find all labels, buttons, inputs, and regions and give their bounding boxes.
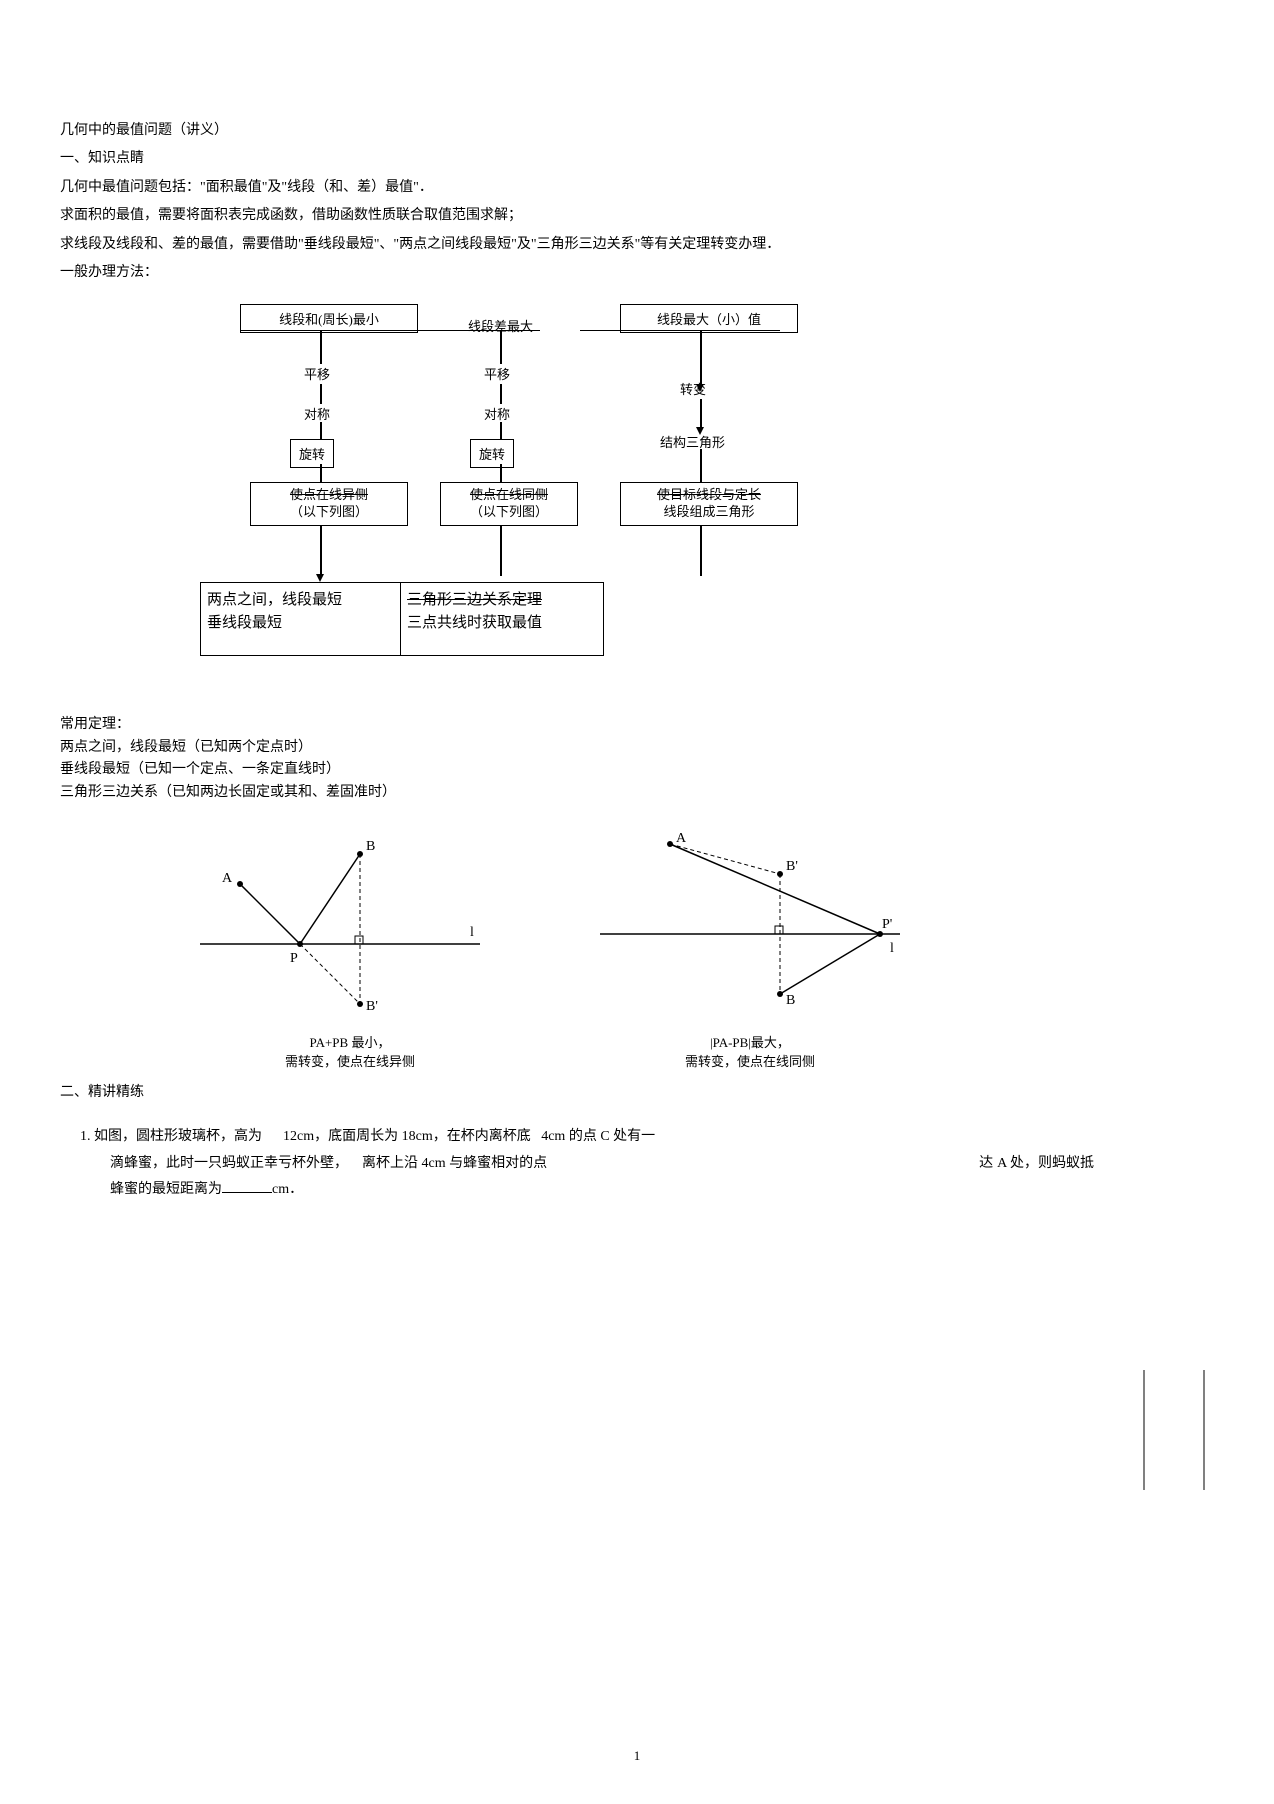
theorem-block: 常用定理： 两点之间，线段最短（已知两个定点时） 垂线段最短（已知一个定点、一条…: [60, 714, 1214, 804]
page-number: 1: [634, 1748, 641, 1764]
answer-blank: [222, 1178, 272, 1193]
flow-step: 对称: [300, 404, 334, 423]
diagram-right: l A B' B P' |PA-PB|最大， 需转变，使点在线同侧: [580, 824, 920, 1072]
label-P: P: [290, 951, 298, 966]
flow-step: 平移: [300, 364, 334, 383]
flow-step: 结构三角形: [660, 432, 725, 451]
diagram-left-caption: PA+PB 最小， 需转变，使点在线异侧: [180, 1033, 520, 1072]
flow-mid-mid-l1: 使点在线同侧: [449, 487, 569, 504]
flow-step: 转变: [680, 379, 706, 398]
label-l: l: [470, 925, 474, 940]
diagram-cap1: PA+PB 最小，: [180, 1033, 520, 1053]
label-B: B: [786, 993, 795, 1008]
exercise-1: 1. 如图，圆柱形玻璃杯，高为 12cm，底面周长为 18cm，在杯内离杯底 4…: [60, 1124, 1214, 1204]
flow-mid-right-l2: 线段组成三角形: [629, 504, 789, 521]
flow-mid-mid: 使点在线同侧 （以下列图）: [440, 482, 578, 526]
flow-bottom-l1: 两点之间，线段最短: [207, 589, 397, 612]
diagram-cap1: |PA-PB|最大，: [580, 1033, 920, 1053]
flow-top-left: 线段和(周长)最小: [240, 304, 418, 333]
diagram-right-caption: |PA-PB|最大， 需转变，使点在线同侧: [580, 1033, 920, 1072]
cup-icon: [1134, 1360, 1214, 1500]
flow-mid-left-l2: （以下列图）: [259, 504, 399, 521]
flow-mid-left: 使点在线异侧 （以下列图）: [250, 482, 408, 526]
flow-bottom-r2: 三点共线时获取最值: [407, 612, 597, 635]
flow-top-right: 线段最大（小）值: [620, 304, 798, 333]
label-B: B: [366, 839, 375, 854]
flow-bottom-left: 两点之间，线段最短 垂线段最短: [200, 582, 404, 656]
theorem-title: 常用定理：: [60, 714, 1214, 736]
flow-bottom-r1: 三角形三边关系定理: [407, 589, 597, 612]
theorem-line: 两点之间，线段最短（已知两个定点时）: [60, 737, 1214, 759]
flow-mid-mid-l2: （以下列图）: [449, 504, 569, 521]
flow-mid-left-l1: 使点在线异侧: [259, 487, 399, 504]
ex-text: 4cm 的点 C 处有一: [541, 1129, 655, 1144]
flow-step: 旋转: [290, 439, 334, 468]
label-A: A: [676, 831, 687, 846]
flow-bottom-right: 三角形三边关系定理 三点共线时获取最值: [400, 582, 604, 656]
intro-line: 一般办理方法：: [60, 262, 1214, 284]
diagram-right-svg: l A B' B P': [580, 824, 920, 1024]
flow-mid-right-l1: 使目标线段与定长: [629, 487, 789, 504]
ex-text: 蜂蜜的最短距离为: [110, 1182, 222, 1197]
flow-step: 平移: [480, 364, 514, 383]
section1-title: 一、知识点睛: [60, 148, 1214, 170]
diagram-cap2: 需转变，使点在线同侧: [580, 1052, 920, 1072]
label-A: A: [222, 871, 233, 886]
exercise-num: 1.: [80, 1129, 91, 1144]
ex-text: cm．: [272, 1182, 303, 1197]
flow-bottom-l2: 垂线段最短: [207, 612, 397, 635]
diagram-left: l A B P B' PA+PB 最小， 需转变，使点在线异侧: [180, 824, 520, 1072]
label-P: P': [882, 917, 892, 932]
flow-step: 旋转: [470, 439, 514, 468]
intro-line: 几何中最值问题包括："面积最值"及"线段（和、差）最值"．: [60, 177, 1214, 199]
ex-text: 达: [979, 1151, 993, 1178]
label-Bp: B': [786, 859, 798, 874]
diagram-row: l A B P B' PA+PB 最小， 需转变，使点在线异侧: [180, 824, 1214, 1072]
flow-mid-right: 使目标线段与定长 线段组成三角形: [620, 482, 798, 526]
ex-text: 滴蜂蜜，此时一只蚂蚁正幸亏杯外壁，: [110, 1156, 348, 1171]
intro-line: 求线段及线段和、差的最值，需要借助"垂线段最短"、"两点之间线段最短"及"三角形…: [60, 234, 1214, 256]
theorem-line: 三角形三边关系（已知两边长固定或其和、差固准时）: [60, 782, 1214, 804]
diagram-cap2: 需转变，使点在线异侧: [180, 1052, 520, 1072]
diagram-left-svg: l A B P B': [180, 824, 520, 1024]
ex-text: 离杯上沿 4cm 与蜂蜜相对的点: [362, 1156, 547, 1171]
doc-title: 几何中的最值问题（讲义）: [60, 120, 1214, 142]
label-Bp: B': [366, 999, 378, 1014]
ex-text: 如图，圆柱形玻璃杯，高为: [94, 1129, 262, 1144]
ex-text: A 处，则蚂蚁抵: [997, 1151, 1094, 1178]
theorem-line: 垂线段最短（已知一个定点、一条定直线时）: [60, 759, 1214, 781]
flow-step: 对称: [480, 404, 514, 423]
section2-title: 二、精讲精练: [60, 1082, 1214, 1104]
flowchart: 线段和(周长)最小 线段差最大 线段最大（小）值 平移 对称 旋转 平移 对称 …: [160, 304, 860, 704]
intro-line: 求面积的最值，需要将面积表完成函数，借助函数性质联合取值范围求解；: [60, 205, 1214, 227]
ex-text: 12cm，底面周长为 18cm，在杯内离杯底: [283, 1129, 531, 1144]
label-l: l: [890, 941, 894, 956]
